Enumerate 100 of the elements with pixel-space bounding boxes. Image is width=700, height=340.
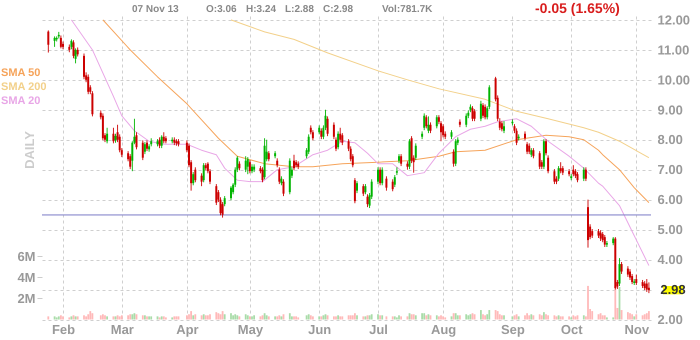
text: Vol:781.7K xyxy=(382,4,434,15)
text: C:2.98 xyxy=(323,4,354,15)
text: H:3.24 xyxy=(246,4,276,15)
candlestick xyxy=(394,174,396,188)
text: SMA 200 xyxy=(1,81,46,93)
candlestick xyxy=(215,184,218,206)
candlestick xyxy=(222,202,224,218)
candlestick xyxy=(230,186,232,201)
candlestick xyxy=(392,178,394,192)
candlestick xyxy=(377,166,379,185)
y-tick-label: 11.00 xyxy=(658,42,690,58)
x-tick-label: Jun xyxy=(308,322,332,337)
candlestick xyxy=(326,116,329,137)
candlestick xyxy=(526,142,528,155)
candlestick xyxy=(618,258,620,286)
candlestick xyxy=(400,154,402,167)
candlestick xyxy=(528,142,530,155)
candlestick xyxy=(248,160,251,174)
candlestick xyxy=(146,140,148,152)
text: 07 Nov 13 xyxy=(132,4,180,15)
line-series xyxy=(230,19,650,158)
candlestick xyxy=(194,166,196,183)
candlestick xyxy=(364,184,366,195)
text: SMA 20 xyxy=(1,95,40,107)
y-tick-label: 10.00 xyxy=(658,72,690,88)
candlestick xyxy=(482,102,484,119)
candlestick xyxy=(366,194,368,208)
candlestick xyxy=(224,196,226,207)
candlestick xyxy=(385,176,388,192)
x-tick-label: Sep xyxy=(500,322,525,337)
candlestick xyxy=(484,104,486,120)
x-tick-label: May xyxy=(238,322,264,337)
y-tick-label: 6.00 xyxy=(658,192,683,208)
candlestick xyxy=(379,166,382,186)
candlestick xyxy=(584,166,587,182)
candlestick xyxy=(516,128,518,146)
candlestick xyxy=(423,112,426,131)
candlestick xyxy=(452,148,455,168)
candlestick xyxy=(454,138,457,167)
text: SMA 50 xyxy=(1,67,40,79)
text: L:2.88 xyxy=(285,4,314,15)
candlestick xyxy=(480,100,482,122)
x-tick-label: Feb xyxy=(52,322,76,337)
candlestick xyxy=(646,278,648,292)
candlestick xyxy=(436,114,438,129)
y-tick-label: 12.00 xyxy=(658,12,690,28)
candlestick xyxy=(545,138,547,156)
candlestick xyxy=(158,136,161,149)
candlestick xyxy=(414,142,417,161)
candlestick xyxy=(142,140,144,161)
y-tick-label: 4.00 xyxy=(658,252,683,268)
candlestick xyxy=(129,154,132,170)
text: -0.05 (1.65%) xyxy=(535,0,620,16)
candlestick xyxy=(200,172,203,187)
candlestick xyxy=(144,142,146,155)
y-tick-label: 5.00 xyxy=(658,222,683,238)
candlestick xyxy=(192,172,194,186)
candlestick xyxy=(602,232,604,243)
candlestick xyxy=(576,172,578,183)
candlestick xyxy=(553,168,556,185)
x-tick-label: Apr xyxy=(176,322,199,337)
candlestick xyxy=(430,122,432,134)
candlestick xyxy=(472,106,474,122)
x-tick-label: Jul xyxy=(369,322,388,337)
candlestick xyxy=(160,134,163,149)
candlestick xyxy=(465,112,468,128)
candlestick xyxy=(648,282,650,294)
candlestick xyxy=(560,162,562,174)
x-tick-label: Mar xyxy=(110,322,134,337)
candlestick xyxy=(635,274,638,286)
candlestick xyxy=(268,150,270,162)
candlestick xyxy=(582,166,585,182)
candlestick xyxy=(474,108,476,122)
candlestick xyxy=(320,128,322,140)
x-tick-label: Oct xyxy=(560,322,584,337)
candlestick xyxy=(532,148,534,159)
candlestick xyxy=(337,130,340,150)
candlestick xyxy=(427,116,430,134)
candlestick xyxy=(136,132,138,150)
y-tick-label: 9.00 xyxy=(658,102,683,118)
candlestick xyxy=(354,178,356,204)
text: O:3.06 xyxy=(206,4,238,15)
candlestick xyxy=(629,268,631,280)
x-tick-label: Aug xyxy=(430,322,456,337)
candlestick xyxy=(500,120,503,132)
candlestick xyxy=(278,166,280,185)
candlestick xyxy=(558,166,560,182)
candlestick xyxy=(547,154,550,174)
candlestick xyxy=(282,178,284,197)
candlestick xyxy=(425,114,428,129)
y-tick-label: 7.00 xyxy=(658,162,683,178)
candlestick xyxy=(246,156,249,175)
candlestick xyxy=(626,266,629,278)
candlestick xyxy=(308,134,310,155)
y-tick-label: 2.00 xyxy=(658,312,683,327)
candlestick xyxy=(604,234,606,248)
candlestick xyxy=(538,150,541,170)
candlestick xyxy=(202,162,205,183)
y2-tick-label: 6M xyxy=(17,248,36,264)
x-tick-label: Nov xyxy=(624,322,650,337)
